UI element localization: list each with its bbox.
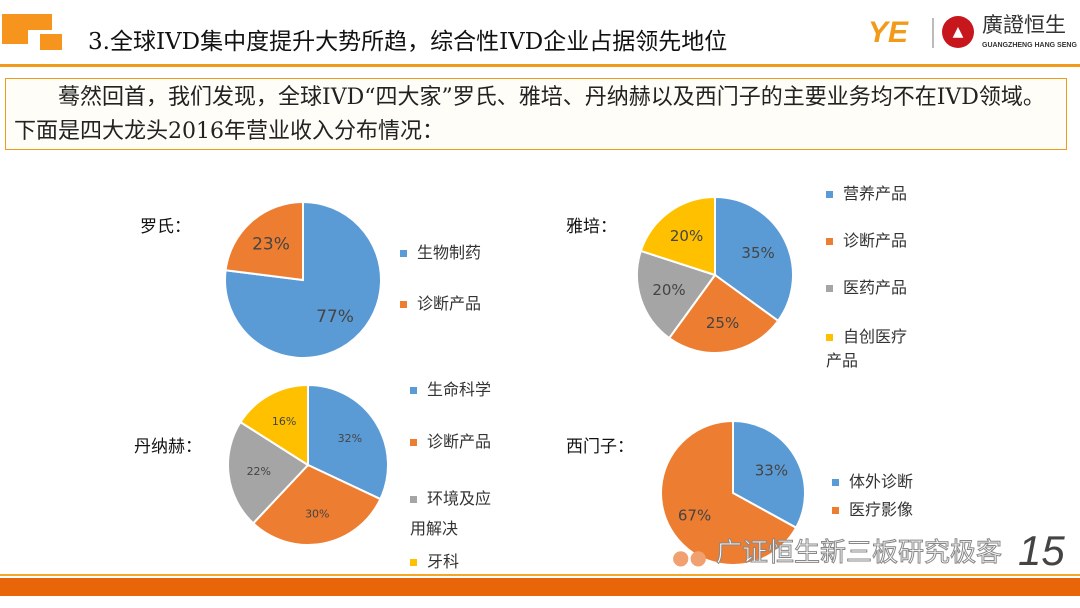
pie-slice xyxy=(639,195,716,277)
pie-slice xyxy=(251,463,382,546)
legend-label: 诊断产品 xyxy=(417,294,482,313)
data-label: 35% xyxy=(741,244,774,262)
pie-slice xyxy=(224,200,304,282)
chart-title-roche: 罗氏： xyxy=(140,217,191,237)
pie-slice xyxy=(732,419,806,530)
brand-name: 廣證恒生 xyxy=(982,13,1066,37)
legend-label: 诊断产品 xyxy=(427,432,492,451)
chart-title-danaher: 丹纳赫： xyxy=(134,437,202,457)
watermark: 广证恒生新三板研究极客 xyxy=(715,538,1003,569)
legend-label: 环境及应用解决 xyxy=(410,489,492,538)
legend-label: 营养产品 xyxy=(843,184,908,203)
legend-danaher: 生命科学 诊断产品 环境及应用解决 牙科 xyxy=(410,380,505,572)
legend-label: 生物制药 xyxy=(417,243,482,262)
divider xyxy=(932,18,934,48)
legend-roche: 生物制药 诊断产品 xyxy=(400,243,481,314)
legend-label: 医疗影像 xyxy=(849,500,914,519)
data-label: 25% xyxy=(706,314,739,332)
pie-slice xyxy=(636,249,717,340)
legend-label: 体外诊断 xyxy=(849,472,914,491)
data-label: 32% xyxy=(338,432,362,445)
data-label: 30% xyxy=(305,507,329,520)
intro-text: 蓦然回首，我们发现，全球IVD“四大家”罗氏、雅培、丹纳赫以及西门子的主要业务均… xyxy=(5,78,1067,150)
header-divider xyxy=(0,64,1080,67)
chart-title-abbott: 雅培： xyxy=(566,217,617,237)
data-label: 77% xyxy=(316,307,354,327)
page-title: 3.全球IVD集中度提升大势所趋，综合性IVD企业占据领先地位 xyxy=(88,29,728,55)
pie-slice xyxy=(714,195,794,323)
footer-bar xyxy=(0,578,1080,596)
legend-label: 生命科学 xyxy=(427,380,492,399)
pie-slice xyxy=(660,419,798,566)
legend-siemens: 体外诊断 医疗影像 xyxy=(832,472,913,520)
legend-label: 牙科 xyxy=(427,552,460,571)
seal-logo-icon: ▲ xyxy=(942,16,974,48)
title-decoration xyxy=(40,34,62,50)
page-number: 15 xyxy=(1018,527,1065,574)
company-logo: YE xyxy=(868,16,909,49)
data-label: 16% xyxy=(272,415,296,428)
data-label: 23% xyxy=(252,234,290,254)
legend-label: 诊断产品 xyxy=(843,231,908,250)
data-label: 20% xyxy=(670,227,703,245)
data-label: 67% xyxy=(678,507,711,525)
data-label: 22% xyxy=(247,465,271,478)
data-label: 20% xyxy=(652,281,685,299)
pie-slice xyxy=(667,273,780,354)
pie-slice xyxy=(307,383,389,501)
wechat-icon: ●● xyxy=(672,545,707,569)
pie-slice xyxy=(227,420,310,525)
legend-label: 医药产品 xyxy=(843,278,908,297)
data-label: 33% xyxy=(755,461,788,479)
legend-abbott: 营养产品 诊断产品 医药产品 自创医疗产品 xyxy=(826,184,916,373)
brand-name-en: GUANGZHENG HANG SENG xyxy=(982,42,1077,49)
legend-label: 自创医疗产品 xyxy=(826,327,908,370)
pie-slice xyxy=(239,383,309,467)
chart-title-siemens: 西门子： xyxy=(566,437,634,457)
footer-line xyxy=(0,574,1080,576)
